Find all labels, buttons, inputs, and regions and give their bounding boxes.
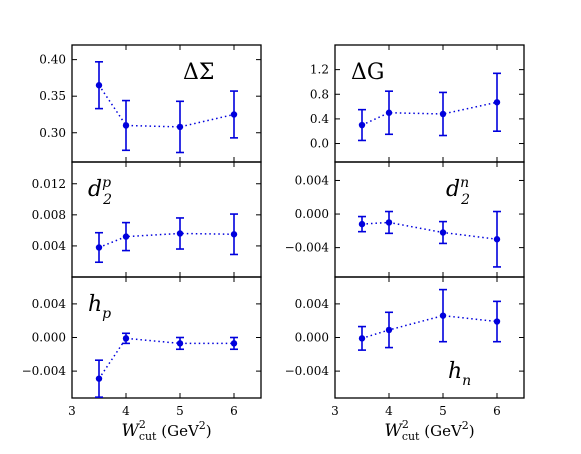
series-line — [98, 84, 235, 128]
x-tick-label: 6 — [493, 404, 501, 418]
data-point — [176, 123, 184, 131]
data-point — [230, 111, 238, 118]
series-line — [98, 232, 235, 249]
data-point — [358, 335, 366, 342]
y-tick-label: 0.8 — [310, 87, 329, 101]
x-tick-label: 4 — [122, 404, 130, 418]
data-point — [385, 109, 393, 116]
data-point — [122, 122, 130, 129]
panel-label: dn 2 — [446, 175, 470, 208]
data-point — [493, 318, 501, 325]
data-point — [95, 375, 103, 382]
x-tick-label: 5 — [439, 404, 447, 418]
series-line — [361, 221, 498, 240]
y-tick-label: 1.2 — [310, 63, 329, 77]
y-tick-label: 0.004 — [295, 173, 330, 187]
series-line — [361, 314, 498, 340]
y-tick-label: 0.004 — [32, 239, 67, 253]
data-point — [230, 231, 238, 238]
y-tick-label: 0.004 — [295, 297, 330, 311]
y-tick-label: 0.012 — [32, 177, 66, 191]
y-tick-label: 0.008 — [32, 208, 66, 222]
x-tick-label: 6 — [230, 404, 238, 418]
data-point — [385, 219, 393, 226]
series-line — [361, 101, 498, 126]
data-point — [358, 220, 366, 228]
data-point — [95, 244, 103, 251]
data-point — [439, 312, 447, 319]
data-point — [439, 110, 447, 118]
data-point — [122, 335, 130, 342]
data-point — [176, 340, 184, 347]
y-tick-label: −0.004 — [285, 364, 330, 378]
panel-frame — [334, 161, 525, 278]
panel-label: ΔG — [351, 60, 384, 85]
panel-label: dp 2 — [88, 175, 112, 208]
data-point — [95, 82, 103, 89]
y-tick-label: 0.000 — [295, 207, 329, 221]
x-axis-title: W2 cut (GeV2) — [121, 418, 211, 443]
y-tick-label: 0.000 — [295, 331, 329, 345]
data-point — [176, 230, 184, 237]
data-point — [122, 233, 130, 240]
series-line — [98, 337, 234, 380]
panel-label: ΔΣ — [183, 60, 214, 85]
data-point — [358, 121, 366, 129]
y-tick-label: 0.004 — [32, 297, 67, 311]
y-tick-label: 0.30 — [39, 126, 66, 140]
x-tick-label: 5 — [176, 404, 184, 418]
data-point — [493, 99, 501, 106]
x-axis-title: W2 cut (GeV2) — [384, 418, 474, 443]
data-point — [385, 326, 393, 334]
data-point — [493, 236, 501, 243]
data-point — [439, 229, 447, 236]
x-tick-label: 3 — [68, 404, 76, 418]
y-tick-label: −0.004 — [285, 241, 330, 255]
panel-label: hp — [88, 292, 111, 322]
panel-label: hn — [448, 359, 471, 389]
y-tick-label: 0.40 — [39, 53, 66, 67]
y-tick-label: 0.35 — [39, 89, 66, 103]
y-tick-label: 0.4 — [310, 112, 329, 126]
y-tick-label: −0.004 — [22, 364, 67, 378]
y-tick-label: 0.0 — [310, 137, 329, 151]
data-point — [230, 340, 238, 347]
x-tick-label: 3 — [331, 404, 339, 418]
x-tick-label: 4 — [385, 404, 393, 418]
y-tick-label: 0.000 — [32, 331, 66, 345]
